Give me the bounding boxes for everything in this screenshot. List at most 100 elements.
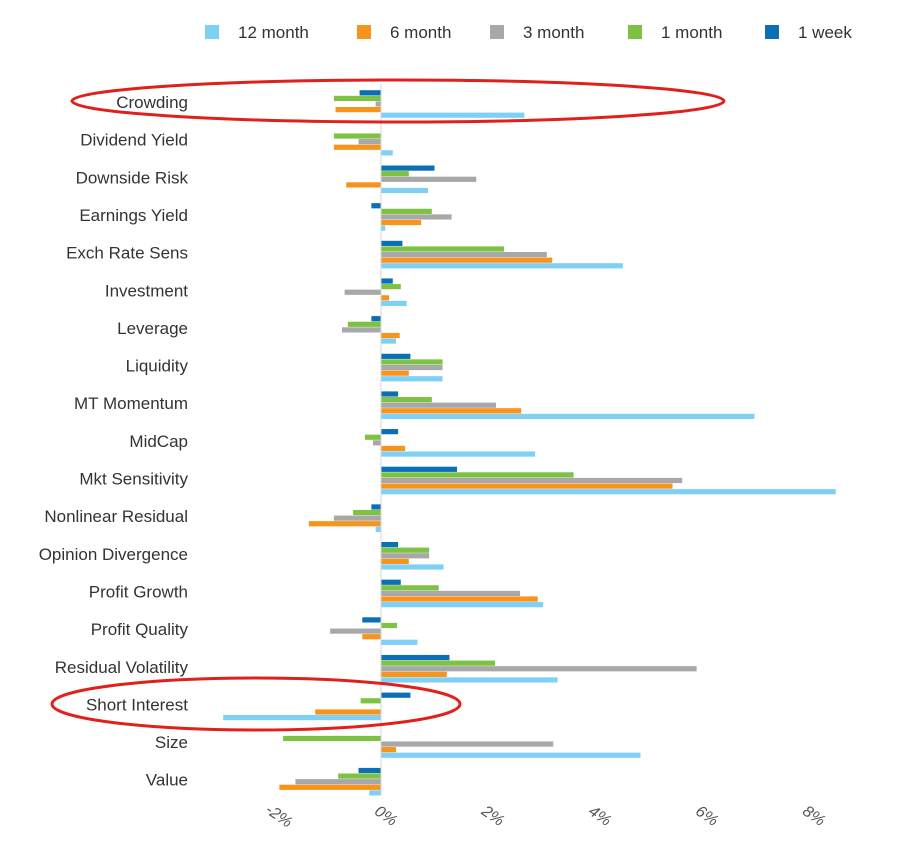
bar-1-month: [381, 547, 430, 553]
bar-3-month: [381, 666, 697, 672]
category-label: Size: [155, 733, 188, 752]
bar-1-month: [283, 735, 381, 742]
bar-12-month: [381, 225, 386, 231]
chart-legend: 12 month 6 month 3 month 1 month 1 week: [205, 23, 852, 42]
bar-1-week: [381, 429, 399, 435]
x-tick-label: 4%: [585, 803, 614, 830]
bar-1-month: [338, 773, 381, 779]
category-label: MidCap: [129, 432, 188, 451]
bar-1-week: [381, 654, 450, 661]
bar-3-month: [358, 139, 381, 145]
bar-1-month: [381, 585, 439, 591]
bar-6-month: [381, 408, 522, 414]
bar-12-month: [381, 112, 525, 118]
bar-1-week: [362, 617, 381, 623]
bar-3-month: [372, 440, 381, 446]
bar-1-week: [381, 466, 457, 472]
bar-3-month: [381, 364, 443, 371]
bar-3-month: [344, 289, 381, 295]
bar-1-week: [371, 504, 381, 510]
bar-6-month: [381, 483, 673, 489]
bar-3-month: [381, 553, 430, 559]
x-tick-label: -2%: [262, 801, 295, 831]
bar-6-month: [381, 219, 422, 226]
x-tick-label: 6%: [692, 803, 721, 830]
bar-1-month: [381, 472, 574, 478]
legend-label-1-month: 1 month: [661, 23, 722, 42]
bar-3-month: [330, 628, 381, 634]
bar-6-month: [315, 709, 381, 715]
legend-label-6-month: 6 month: [390, 23, 451, 42]
bar-3-month: [375, 101, 381, 107]
legend-swatch-6-month: [357, 25, 371, 39]
bar-3-month: [341, 327, 381, 333]
category-label: Exch Rate Sens: [66, 244, 188, 263]
bar-1-week: [371, 203, 381, 209]
bar-1-week: [381, 165, 435, 171]
bar-1-month: [347, 321, 381, 327]
bar-12-month: [381, 263, 623, 269]
bar-12-month: [381, 300, 407, 307]
legend-swatch-1-month: [628, 25, 642, 39]
bar-1-week: [371, 316, 381, 322]
bar-3-month: [381, 477, 683, 484]
bar-1-month: [381, 397, 432, 403]
bar-6-month: [381, 747, 396, 753]
bar-6-month: [308, 521, 381, 527]
category-label: Downside Risk: [76, 168, 189, 187]
category-label: Short Interest: [86, 695, 188, 714]
bar-12-month: [381, 564, 444, 570]
bar-3-month: [381, 214, 452, 220]
legend-label-12-month: 12 month: [238, 23, 309, 42]
bar-1-month: [381, 246, 505, 252]
bar-1-month: [381, 171, 409, 177]
bar-12-month: [381, 413, 755, 419]
bar-1-month: [381, 359, 443, 365]
legend-swatch-3-month: [490, 25, 504, 39]
legend-swatch-12-month: [205, 25, 219, 39]
bar-1-week: [358, 767, 381, 774]
bar-1-week: [381, 542, 399, 548]
bar-6-month: [381, 558, 409, 564]
bar-1-month: [353, 509, 381, 516]
highlight-ellipse: [50, 676, 462, 732]
bar-12-month: [381, 338, 396, 344]
highlight-ellipses: [50, 78, 726, 732]
bar-6-month: [381, 257, 553, 263]
bar-6-month: [381, 445, 406, 452]
category-label: Leverage: [117, 319, 188, 338]
bar-1-month: [381, 660, 495, 666]
category-label: MT Momentum: [74, 394, 188, 413]
bar-1-week: [359, 90, 381, 96]
category-label: Liquidity: [126, 357, 189, 376]
bar-12-month: [381, 677, 558, 683]
bar-1-month: [333, 95, 381, 101]
bar-1-week: [381, 579, 401, 585]
bar-12-month: [381, 187, 429, 194]
bar-1-week: [381, 240, 403, 246]
bar-1-month: [381, 208, 432, 214]
bar-6-month: [346, 182, 381, 188]
category-label: Nonlinear Residual: [44, 507, 188, 526]
bar-12-month: [375, 526, 381, 532]
bar-1-week: [381, 692, 411, 698]
bar-6-month: [335, 107, 381, 113]
bar-1-month: [381, 284, 401, 290]
category-label: Earnings Yield: [79, 206, 188, 225]
category-label: Dividend Yield: [80, 131, 188, 150]
category-labels: Crowding Dividend Yield Downside Risk Earni…: [39, 93, 189, 790]
bar-1-month: [381, 622, 398, 629]
category-label: Value: [146, 771, 188, 790]
highlight-ellipse: [70, 78, 726, 124]
category-label: Investment: [105, 281, 188, 300]
bar-3-month: [381, 176, 477, 182]
bar-6-month: [362, 634, 381, 640]
x-tick-label: 2%: [477, 802, 507, 830]
bar-6-month: [381, 295, 390, 301]
bar-1-week: [381, 353, 411, 359]
bar-6-month: [381, 596, 538, 602]
legend-label-3-month: 3 month: [523, 23, 584, 42]
bar-6-month: [333, 144, 381, 150]
bar-series: [223, 90, 836, 796]
